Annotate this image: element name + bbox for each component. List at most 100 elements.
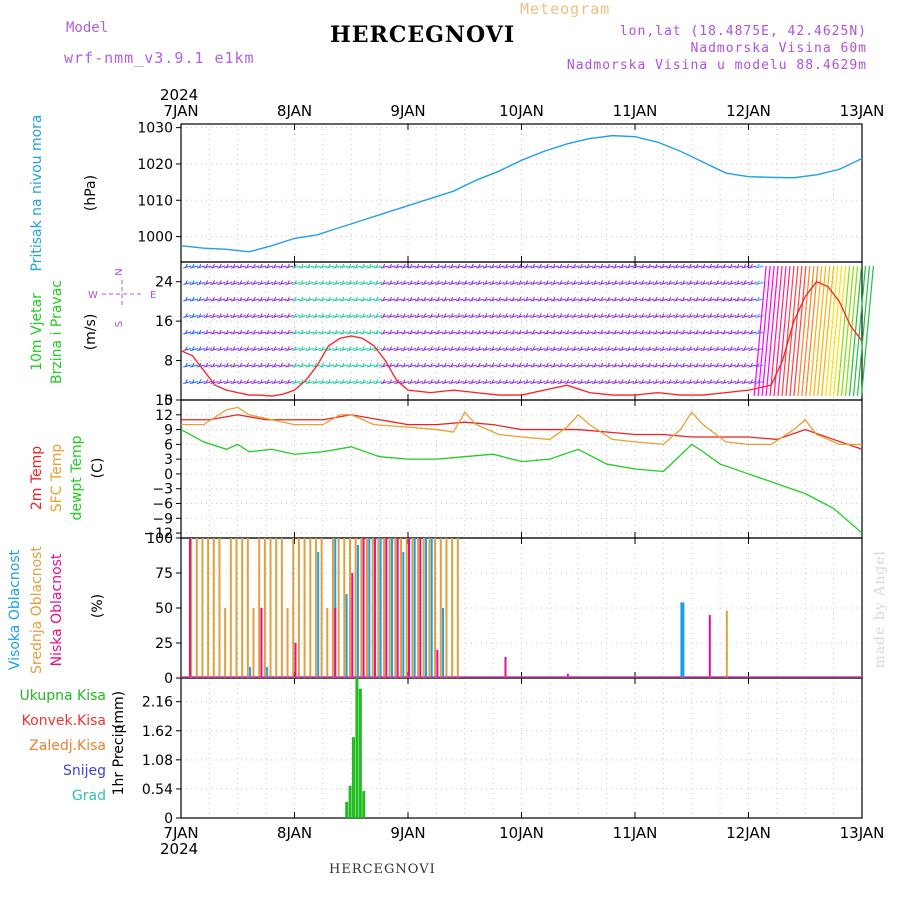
wind-barb	[503, 331, 512, 335]
wind-barb	[475, 331, 485, 335]
wind-barb	[591, 298, 600, 302]
wind-barb	[327, 313, 331, 318]
wind-barb	[477, 280, 481, 285]
wind-barb	[510, 282, 519, 285]
wind-barb	[736, 263, 740, 269]
wind-barb	[675, 329, 679, 335]
wind-barb	[532, 263, 536, 269]
wind-barb	[504, 379, 508, 384]
wind-barb	[319, 265, 328, 269]
wind-barb	[416, 280, 420, 285]
wind-barb	[232, 362, 236, 368]
wind-barb	[230, 348, 240, 351]
x-tick-label-top: 12JAN	[726, 102, 771, 120]
wind-barb	[312, 331, 321, 335]
wind-barb	[504, 280, 508, 285]
wind-barb	[729, 329, 733, 335]
wind-barb	[286, 379, 290, 384]
wind-barb	[571, 282, 580, 285]
wind-barb	[612, 315, 621, 318]
wind-barb	[416, 329, 420, 335]
y-tick-label: 0	[164, 811, 173, 827]
wind-barb	[205, 263, 209, 269]
wind-barb	[523, 315, 532, 318]
wind-barb	[225, 296, 229, 302]
wind-barb	[278, 298, 287, 302]
wind-barb	[564, 265, 573, 269]
wind-barb	[489, 265, 498, 269]
cloud-bar	[680, 602, 685, 678]
wind-barb	[414, 265, 423, 269]
wind-barb	[469, 381, 478, 384]
wind-barb	[237, 265, 246, 269]
wind-barb	[278, 348, 287, 351]
wind-barb	[620, 313, 624, 318]
wind-barb	[707, 381, 716, 384]
wind-barb	[293, 346, 297, 351]
wind-barb	[319, 381, 328, 384]
wind-barb	[341, 313, 345, 318]
wind-barb	[545, 346, 549, 351]
precip-axis-title: 1hr Precip	[111, 725, 127, 796]
wind-barb	[389, 346, 393, 351]
wind-barb	[516, 331, 526, 335]
wind-barb	[450, 280, 454, 285]
wind-barb	[666, 364, 675, 368]
wind-barb	[252, 379, 256, 384]
wind-barb	[734, 348, 744, 351]
wind-barb	[544, 315, 553, 318]
wind-barb	[659, 282, 669, 285]
wind-barb	[389, 329, 393, 335]
y-tick-label: 8	[164, 354, 173, 370]
wind-barb	[470, 379, 474, 384]
wind-barb	[632, 265, 641, 269]
wind-barb	[246, 263, 250, 269]
wind-barb	[722, 329, 726, 335]
wind-barb	[620, 280, 624, 285]
wind-barb	[756, 329, 760, 335]
wind-barb	[727, 315, 737, 318]
wind-barb	[511, 263, 515, 269]
wind-barb	[681, 362, 685, 368]
wind-barb	[668, 329, 672, 335]
wind-barb	[659, 381, 669, 384]
cloud-bar	[371, 538, 374, 678]
wind-barb	[716, 346, 719, 351]
wind-barb	[680, 282, 689, 285]
wind-barb	[600, 263, 604, 269]
wind-barb	[666, 265, 675, 269]
wind-barb	[688, 346, 692, 351]
wind-barb	[319, 282, 328, 285]
cloud-bar	[218, 538, 221, 678]
wind-barb	[189, 348, 199, 351]
wind-barb	[613, 379, 617, 384]
wind-barb	[346, 265, 355, 269]
wind-barb	[189, 265, 199, 269]
wind-barb	[225, 280, 229, 285]
wind-barb	[572, 346, 576, 351]
wind-barb	[382, 280, 386, 285]
wind-barb	[373, 315, 383, 318]
wind-barb	[566, 313, 570, 318]
wind-barb	[292, 282, 301, 285]
wind-barb	[477, 296, 481, 302]
wind-barb	[716, 329, 719, 335]
wind-barb	[721, 381, 730, 384]
wind-barb	[285, 381, 294, 384]
wind-barb	[387, 331, 396, 335]
wind-barb	[273, 379, 277, 384]
wind-barb	[469, 298, 478, 302]
wind-barb	[593, 296, 597, 302]
wind-barb	[661, 280, 665, 285]
wind-barb	[341, 263, 345, 269]
wind-barb	[469, 348, 478, 351]
wind-barb	[203, 381, 212, 384]
wind-barb	[464, 280, 467, 285]
wind-barb	[428, 282, 437, 285]
wind-barb	[321, 263, 324, 269]
wind-barb	[484, 263, 488, 269]
cloud-bar	[385, 538, 388, 678]
cloud-bar	[309, 538, 312, 678]
wind-barb	[748, 298, 757, 302]
wind-barb	[544, 348, 553, 351]
